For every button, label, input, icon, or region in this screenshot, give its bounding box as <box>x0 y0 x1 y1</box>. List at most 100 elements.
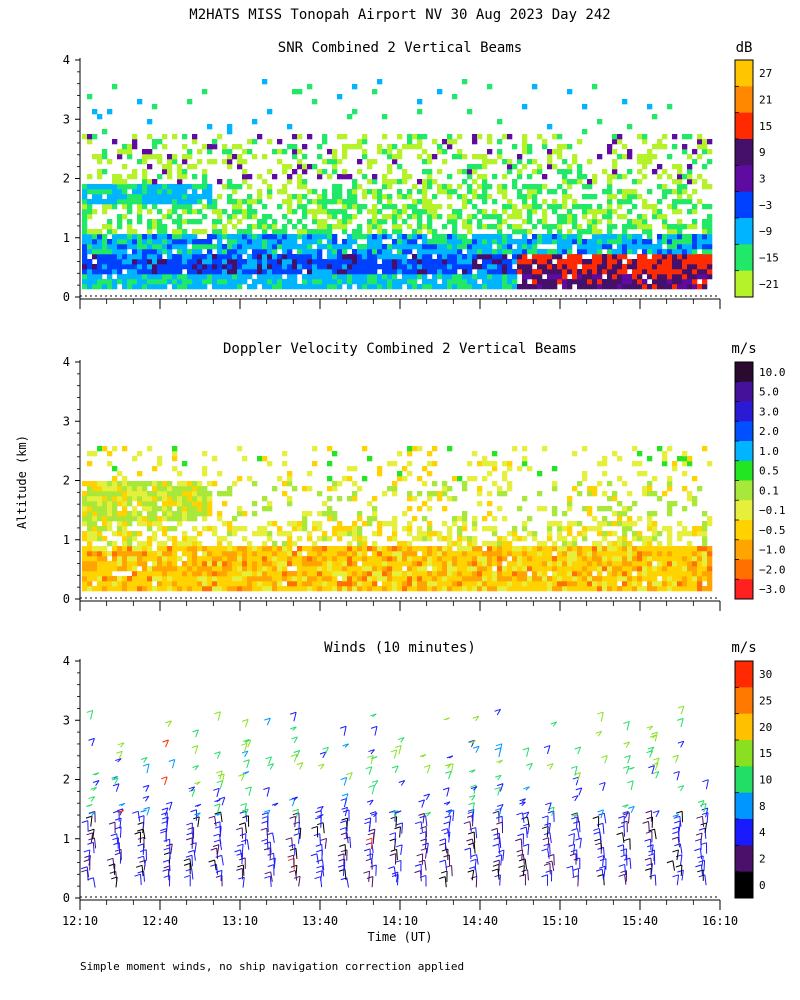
velocity-cell <box>227 551 233 557</box>
snr-cell <box>227 199 233 205</box>
wind-barb-flag <box>142 763 150 767</box>
snr-cell <box>302 209 308 215</box>
snr-cell <box>247 209 253 215</box>
velocity-cell <box>87 491 93 497</box>
velocity-cell <box>377 556 383 562</box>
snr-cell <box>692 204 698 210</box>
velocity-cell <box>272 581 278 587</box>
snr-cell <box>87 134 93 140</box>
snr-cell <box>377 239 383 245</box>
snr-cell <box>232 274 238 280</box>
snr-cell <box>507 284 513 290</box>
snr-cell <box>542 239 548 245</box>
snr-cell <box>607 144 613 150</box>
velocity-cell <box>507 486 513 492</box>
velocity-cell <box>227 566 233 572</box>
velocity-cell <box>87 521 93 527</box>
velocity-cell <box>202 566 208 572</box>
wind-barb-flag <box>166 843 173 847</box>
velocity-cell <box>102 576 108 582</box>
snr-cell <box>212 264 218 270</box>
snr-cell <box>117 179 123 185</box>
velocity-cell <box>422 581 428 587</box>
velocity-cell <box>102 526 108 532</box>
velocity-cell <box>237 566 243 572</box>
wind-barb-flag <box>87 828 95 832</box>
velocity-cell <box>402 576 408 582</box>
velocity-cell <box>277 566 283 572</box>
snr-cell <box>587 229 593 235</box>
velocity-cell <box>222 581 228 587</box>
velocity-cell <box>607 496 613 502</box>
snr-cell <box>207 199 213 205</box>
velocity-cell <box>137 491 143 497</box>
velocity-cell <box>447 486 453 492</box>
snr-cell <box>487 264 493 270</box>
velocity-cell <box>202 471 208 477</box>
velocity-cell <box>162 526 168 532</box>
velocity-cell <box>357 586 363 592</box>
velocity-cell <box>297 586 303 592</box>
snr-cell <box>252 279 258 285</box>
velocity-cell <box>407 561 413 567</box>
wind-barb-flag <box>291 736 298 740</box>
velocity-cell <box>452 581 458 587</box>
snr-cell <box>337 159 343 165</box>
velocity-cell <box>302 546 308 552</box>
snr-cell <box>547 124 553 130</box>
snr-cell <box>402 254 408 260</box>
snr-cell <box>357 234 363 240</box>
velocity-cell <box>192 486 198 492</box>
snr-cell <box>112 174 118 180</box>
velocity-cell <box>112 566 118 572</box>
snr-cell <box>152 264 158 270</box>
velocity-cell <box>177 506 183 512</box>
velocity-cell <box>472 571 478 577</box>
velocity-cell <box>647 581 653 587</box>
snr-cell <box>447 214 453 220</box>
snr-cell <box>547 239 553 245</box>
velocity-cell <box>82 546 88 552</box>
velocity-cell <box>582 576 588 582</box>
snr-cell <box>467 224 473 230</box>
snr-cell <box>357 144 363 150</box>
velocity-cell <box>567 521 573 527</box>
wind-barb <box>137 811 141 822</box>
snr-cell <box>657 209 663 215</box>
velocity-cell <box>457 541 463 547</box>
snr-cell <box>617 279 623 285</box>
velocity-cell <box>147 446 153 452</box>
snr-cell <box>687 269 693 275</box>
velocity-cell <box>522 526 528 532</box>
snr-cell <box>317 264 323 270</box>
velocity-cell <box>597 581 603 587</box>
velocity-cell <box>207 491 213 497</box>
snr-cell <box>307 264 313 270</box>
snr-cell <box>487 254 493 260</box>
snr-cell <box>142 249 148 255</box>
velocity-cell <box>262 506 268 512</box>
snr-cell <box>412 254 418 260</box>
velocity-cell <box>347 476 353 482</box>
velocity-cell <box>107 481 113 487</box>
snr-cell <box>332 209 338 215</box>
snr-cell <box>617 284 623 290</box>
snr-cell <box>462 239 468 245</box>
snr-cell <box>172 284 178 290</box>
velocity-cell <box>677 456 683 462</box>
snr-cell <box>547 204 553 210</box>
velocity-cell <box>522 446 528 452</box>
wind-barb-flag <box>242 771 250 774</box>
velocity-cell <box>187 546 193 552</box>
velocity-cell <box>262 576 268 582</box>
wind-barb-flag <box>192 729 199 733</box>
snr-cell <box>572 239 578 245</box>
velocity-cell <box>172 516 178 522</box>
wind-barb-flag <box>160 828 167 832</box>
velocity-cell <box>102 521 108 527</box>
snr-cell <box>612 224 618 230</box>
velocity-cell <box>622 526 628 532</box>
snr-cell <box>302 274 308 280</box>
velocity-cell <box>497 561 503 567</box>
